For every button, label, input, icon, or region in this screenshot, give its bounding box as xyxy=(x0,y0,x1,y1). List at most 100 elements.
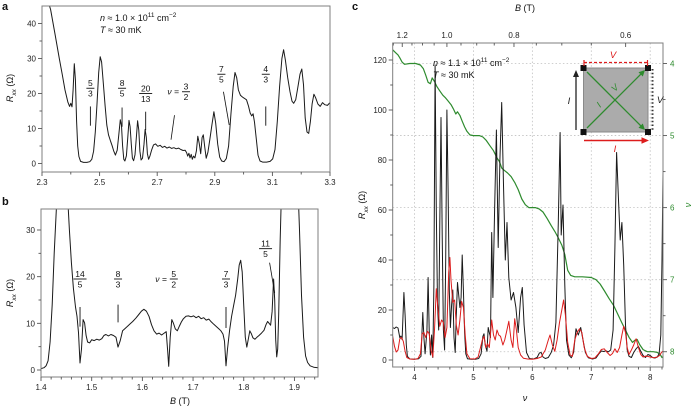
svg-text:5: 5 xyxy=(78,280,83,290)
svg-text:4: 4 xyxy=(412,373,417,382)
svg-text:10: 10 xyxy=(26,319,35,328)
panel-c-x-axis-title: ν xyxy=(522,393,528,403)
panel-a-density: n ≈ 1.0 × 1011 cm−2 xyxy=(100,12,177,23)
panel-c-temperature: T ≈ 30 mK xyxy=(433,70,475,80)
panel-letter-a: a xyxy=(2,1,9,13)
svg-text:40: 40 xyxy=(27,19,36,28)
svg-text:3: 3 xyxy=(224,280,229,290)
svg-text:7: 7 xyxy=(670,276,675,285)
contact-bottom-left xyxy=(580,129,587,135)
svg-text:1.7: 1.7 xyxy=(187,383,199,392)
svg-text:20: 20 xyxy=(378,306,387,315)
svg-text:8: 8 xyxy=(120,78,125,88)
svg-text:11: 11 xyxy=(261,239,270,249)
svg-text:1.9: 1.9 xyxy=(289,383,301,392)
svg-text:ν =: ν = xyxy=(167,87,179,97)
current-left-arrowhead-icon xyxy=(573,70,579,77)
panel-b-y-axis-title: Rxx (Ω) xyxy=(5,278,18,308)
contact-bottom-right xyxy=(645,129,651,135)
svg-text:5: 5 xyxy=(88,78,93,88)
svg-text:1.6: 1.6 xyxy=(137,383,149,392)
panel-c-conditions: n ≈ 1.1 × 1011 cm−2 T ≈ 30 mK xyxy=(433,57,509,81)
inset-label-i-bottom: I xyxy=(614,144,617,155)
svg-text:20: 20 xyxy=(27,89,36,98)
svg-text:2.7: 2.7 xyxy=(152,178,164,187)
svg-text:1.5: 1.5 xyxy=(86,383,98,392)
svg-text:4: 4 xyxy=(670,60,675,69)
svg-text:8: 8 xyxy=(648,373,653,382)
svg-text:0: 0 xyxy=(31,366,36,375)
svg-text:14: 14 xyxy=(75,269,85,279)
panel-letter-c: c xyxy=(352,1,359,13)
svg-text:3.3: 3.3 xyxy=(324,178,336,187)
svg-text:6: 6 xyxy=(670,204,675,213)
svg-text:8: 8 xyxy=(670,348,675,357)
inset-label-i-left: I xyxy=(568,96,571,107)
svg-text:60: 60 xyxy=(378,206,387,215)
svg-text:6: 6 xyxy=(530,373,535,382)
svg-text:ν =: ν = xyxy=(155,274,167,284)
svg-text:3: 3 xyxy=(88,89,93,99)
svg-text:1.4: 1.4 xyxy=(35,383,47,392)
panel-c-top-axis-title: B (T) xyxy=(514,3,535,13)
svg-text:1.2: 1.2 xyxy=(397,31,409,40)
svg-text:80: 80 xyxy=(378,156,387,165)
svg-text:5: 5 xyxy=(171,269,176,279)
svg-text:3: 3 xyxy=(184,82,189,92)
svg-text:13: 13 xyxy=(141,94,151,104)
svg-text:3: 3 xyxy=(263,75,268,85)
current-bottom-arrowhead-icon xyxy=(641,137,649,144)
panel-a-conditions: n ≈ 1.0 × 1011 cm−2 T ≈ 30 mK xyxy=(100,12,176,36)
svg-text:0.8: 0.8 xyxy=(508,31,520,40)
svg-text:10: 10 xyxy=(27,124,36,133)
svg-text:3.1: 3.1 xyxy=(267,178,279,187)
svg-text:30: 30 xyxy=(27,54,36,63)
svg-text:2.3: 2.3 xyxy=(36,178,48,187)
svg-text:5: 5 xyxy=(263,249,268,259)
panel-a-temperature: T ≈ 30 mK xyxy=(100,25,142,35)
svg-text:120: 120 xyxy=(373,56,387,65)
panel-b-x-axis-title: B (T) xyxy=(169,396,190,406)
svg-text:20: 20 xyxy=(26,273,35,282)
svg-text:5: 5 xyxy=(219,75,224,85)
svg-text:0: 0 xyxy=(32,159,37,168)
svg-text:7: 7 xyxy=(589,373,594,382)
svg-text:2.5: 2.5 xyxy=(94,178,106,187)
svg-text:1.8: 1.8 xyxy=(238,383,250,392)
panel-c-density: n ≈ 1.1 × 1011 cm−2 xyxy=(433,57,510,68)
svg-text:0: 0 xyxy=(382,356,387,365)
inset-label-i-diagonal: I xyxy=(594,100,603,109)
svg-text:20: 20 xyxy=(141,83,151,93)
diagonal-arrowhead-up-icon xyxy=(638,70,645,77)
svg-text:5: 5 xyxy=(670,132,675,141)
inset-sample-schematic: V I V I V I xyxy=(568,50,665,155)
svg-text:100: 100 xyxy=(373,106,387,115)
svg-text:7: 7 xyxy=(224,269,229,279)
svg-text:2: 2 xyxy=(171,280,176,290)
panel-c-right-axis-title: ν xyxy=(683,202,693,208)
svg-text:2.9: 2.9 xyxy=(209,178,221,187)
svg-text:8: 8 xyxy=(116,269,121,279)
svg-text:0.6: 0.6 xyxy=(620,31,632,40)
svg-text:7: 7 xyxy=(219,64,224,74)
diagonal-arrow-down-icon xyxy=(586,71,643,128)
inset-label-v-top: V xyxy=(610,50,618,61)
inset-label-v-right: V xyxy=(657,95,665,106)
svg-text:4: 4 xyxy=(263,64,268,74)
panel-c-y-axis-title: Rxx (Ω) xyxy=(357,190,370,220)
svg-text:1.0: 1.0 xyxy=(441,31,453,40)
panel-a-y-axis-title: Rxx (Ω) xyxy=(5,73,18,103)
svg-text:5: 5 xyxy=(120,89,125,99)
svg-text:3: 3 xyxy=(116,280,121,290)
contact-top-right xyxy=(645,65,651,71)
svg-text:5: 5 xyxy=(471,373,476,382)
svg-text:2: 2 xyxy=(184,92,189,102)
diagonal-arrowhead-down-icon xyxy=(638,123,645,130)
